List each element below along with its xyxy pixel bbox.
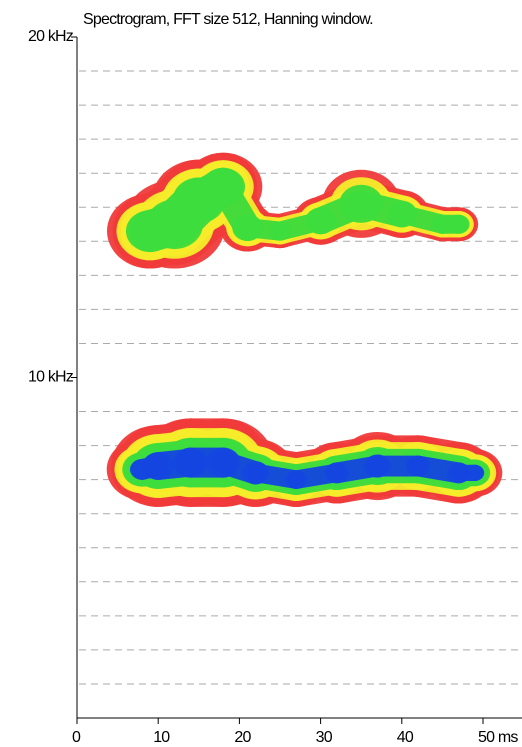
x-tick-label: 30 (316, 729, 333, 746)
spectral-peak (446, 462, 471, 484)
x-tick-label: 20 (234, 729, 251, 746)
spectral-peak (406, 455, 431, 477)
x-tick-label: 10 (153, 729, 170, 746)
plot-area (79, 70, 522, 685)
spectral-peak (386, 200, 418, 228)
spectral-peak (173, 447, 208, 478)
y-tick-label: 20 kHz (28, 28, 74, 45)
spectral-peak (364, 454, 391, 478)
x-tick-label: 50 ms (478, 729, 518, 746)
spectral-peak (339, 184, 384, 223)
spectral-peak (232, 214, 263, 242)
spectral-peak (447, 214, 470, 234)
spectral-peak (142, 452, 175, 480)
spectral-peak (305, 207, 336, 235)
spectral-peak (465, 464, 485, 481)
spectral-peak (205, 447, 241, 478)
x-tick-label: 0 (72, 729, 81, 746)
y-tick-label: 10 kHz (28, 369, 74, 386)
spectral-peak (431, 214, 454, 234)
chart-title: Spectrogram, FFT size 512, Hanning windo… (83, 11, 373, 28)
spectral-peak (285, 470, 307, 489)
spectral-peak (324, 462, 349, 484)
x-tick-label: 40 (397, 729, 414, 746)
spectral-peak (269, 221, 291, 241)
spectral-peak (201, 167, 246, 206)
spectral-peak (242, 461, 269, 485)
